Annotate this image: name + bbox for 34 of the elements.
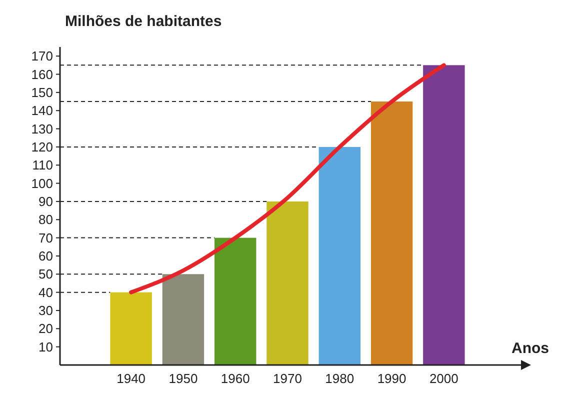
x-tick-label: 1960 [220,371,250,386]
y-tick-label: 120 [31,139,53,154]
y-tick-label: 110 [32,158,53,173]
y-tick-label: 80 [38,212,53,228]
bar [370,102,413,365]
bar [318,146,360,365]
y-tick-label: 100 [31,176,53,191]
x-axis-title: Anos [512,340,549,357]
y-tick-label: 130 [31,121,53,136]
x-tick-label: 1990 [377,371,406,386]
y-tick-label: 90 [38,194,53,210]
bar [110,292,152,365]
x-tick-label: 1940 [116,371,146,386]
bar [423,65,465,365]
bar [214,238,256,365]
y-tick-label: 50 [38,266,53,282]
line-series [129,63,446,294]
y-tick-label: 40 [38,284,53,300]
y-tick-label: 160 [31,66,53,82]
y-tick-label: 30 [38,303,53,318]
y-tick-label: 70 [38,230,53,246]
y-axis-title: Milhões de habitantes [65,13,222,30]
y-tick-label: 150 [31,84,53,100]
y-tick-label: 140 [31,103,53,118]
x-tick-label: 1970 [273,371,302,386]
x-tick-label: 1980 [325,371,354,386]
x-tick-label: 2000 [429,371,458,386]
x-tick-label: 1950 [168,371,198,386]
y-tick-label: 20 [38,321,53,336]
y-tick-label: 10 [38,339,53,354]
bar [266,201,308,365]
y-tick-label: 170 [31,48,53,64]
bar [162,274,204,365]
y-tick-label: 60 [38,248,53,264]
